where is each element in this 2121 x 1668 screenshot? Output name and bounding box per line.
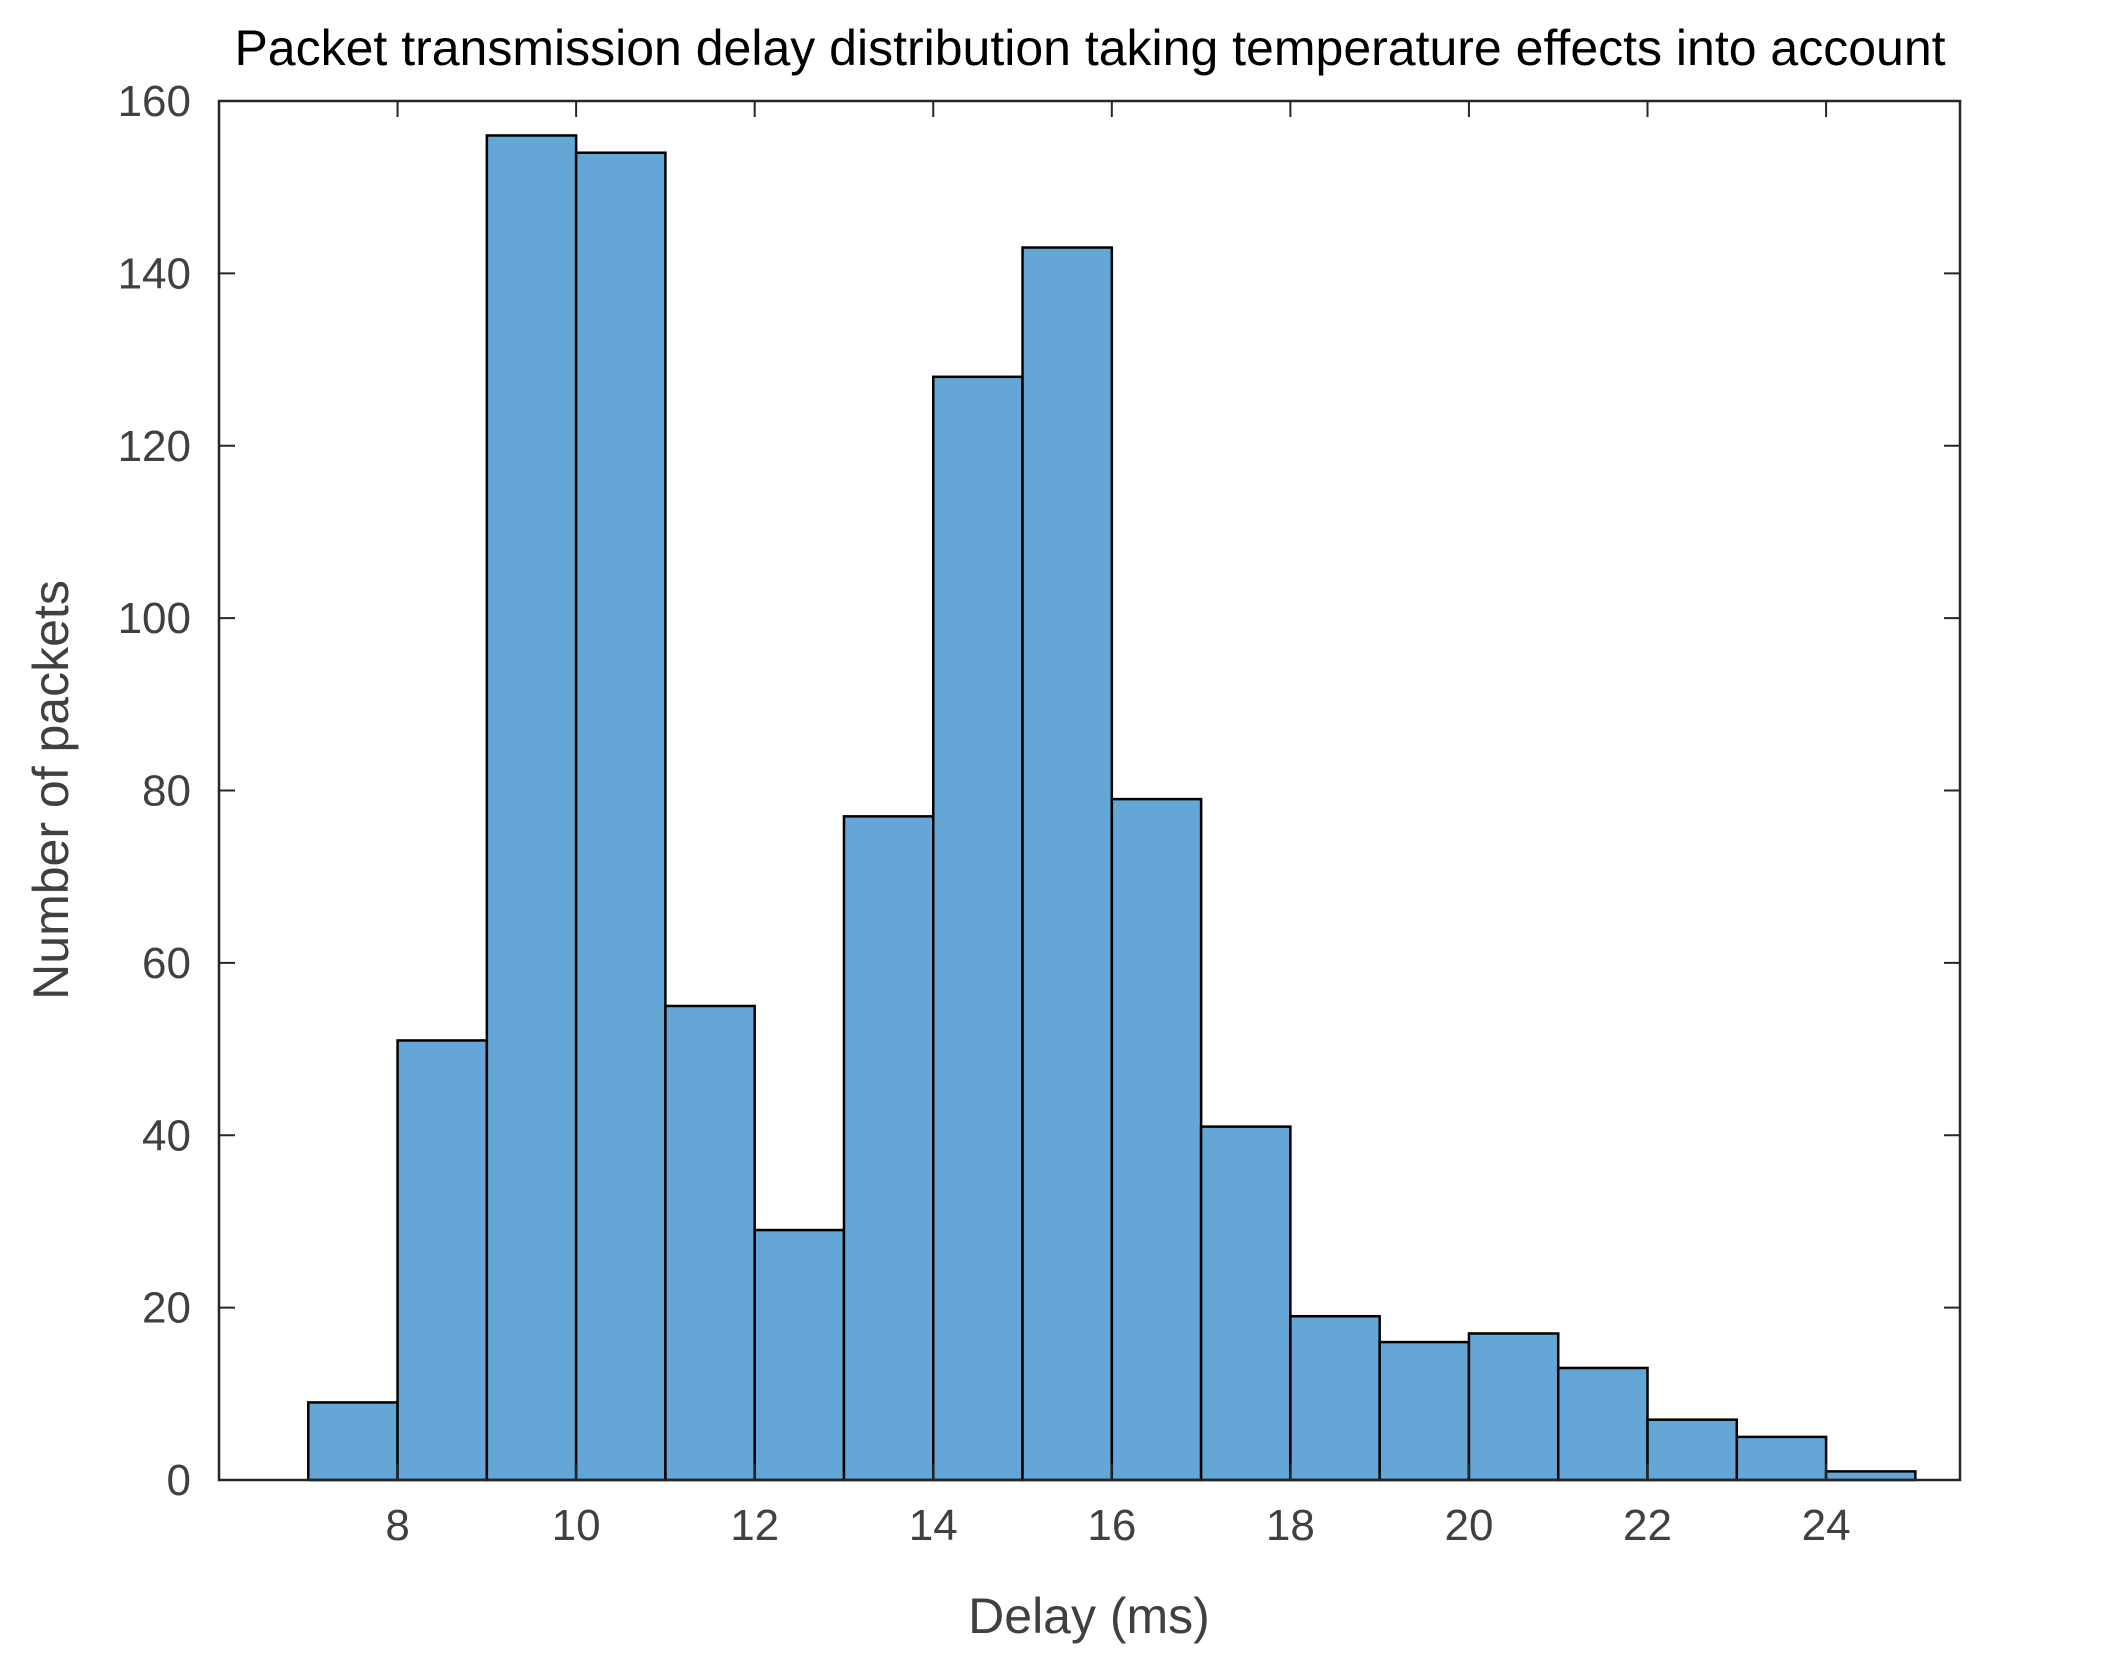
- histogram-bar: [932, 375, 1024, 1482]
- x-tick-label: 22: [1623, 1501, 1672, 1550]
- histogram-bar: [664, 1004, 756, 1482]
- x-tick-label: 8: [385, 1501, 409, 1550]
- x-tick-label: 18: [1266, 1501, 1315, 1550]
- y-tick-label: 0: [167, 1456, 191, 1505]
- y-tick-label: 20: [142, 1284, 191, 1333]
- y-tick-label: 80: [142, 767, 191, 816]
- y-tick-label: 120: [118, 422, 191, 471]
- histogram-bar: [842, 815, 935, 1482]
- chart-title: Packet transmission delay distribution t…: [234, 20, 1945, 76]
- histogram-bar: [1735, 1435, 1828, 1482]
- histogram-bar: [1556, 1366, 1649, 1482]
- ticks-group: [219, 100, 1960, 1481]
- x-tick-label: 14: [909, 1501, 958, 1550]
- y-tick-label: 140: [118, 249, 191, 298]
- x-tick-label: 10: [552, 1501, 601, 1550]
- histogram-bar: [753, 1228, 846, 1482]
- histogram-bar: [307, 1401, 399, 1482]
- axes-box: [217, 99, 1962, 1482]
- histogram-bar: [1646, 1418, 1739, 1482]
- y-tick-label: 60: [142, 939, 191, 988]
- y-tick-label: 40: [142, 1111, 191, 1160]
- histogram-bar: [1110, 797, 1203, 1482]
- histogram-bar: [1378, 1340, 1471, 1482]
- x-tick-label: 16: [1087, 1501, 1136, 1550]
- y-tick-label: 100: [118, 594, 191, 643]
- bars-group: [307, 134, 1917, 1482]
- histogram-bar: [574, 151, 667, 1482]
- histogram-bar: [1824, 1470, 1917, 1482]
- x-tick-label: 20: [1444, 1501, 1493, 1550]
- y-axis-label: Number of packets: [23, 580, 79, 1000]
- x-axis-label: Delay (ms): [968, 1588, 1210, 1644]
- x-tick-labels: 8 10 12 14 16 18 20 22 24: [385, 1501, 1850, 1550]
- histogram-bar: [1199, 1125, 1292, 1482]
- histogram-bar: [485, 134, 578, 1482]
- y-tick-label: 160: [118, 77, 191, 126]
- histogram-bar: [1289, 1314, 1381, 1482]
- histogram-bar: [396, 1039, 489, 1482]
- histogram-bar: [1021, 246, 1114, 1482]
- x-tick-label: 24: [1802, 1501, 1851, 1550]
- y-tick-labels: 0 20 40 60 80 100 120 140 160: [118, 77, 191, 1505]
- histogram-bar: [1467, 1332, 1560, 1482]
- x-tick-label: 12: [730, 1501, 779, 1550]
